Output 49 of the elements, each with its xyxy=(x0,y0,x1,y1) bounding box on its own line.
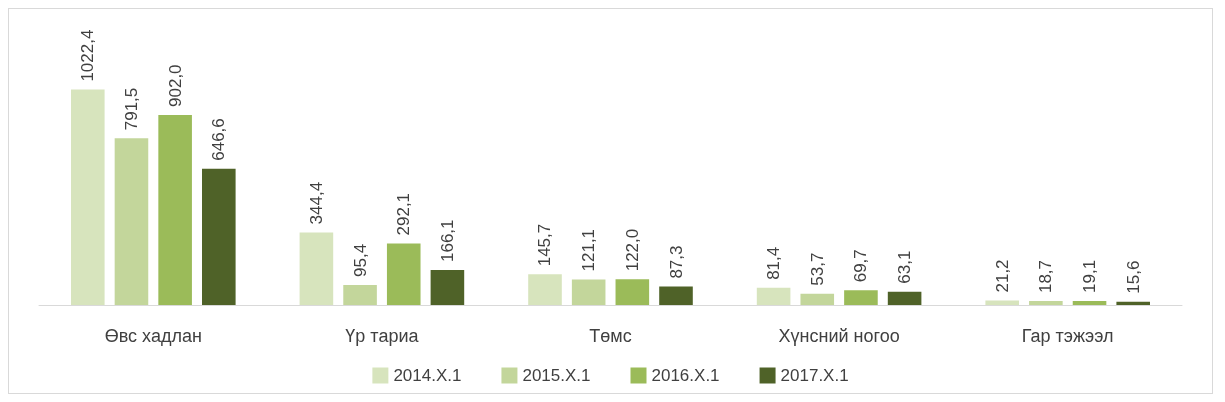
data-label: 69,7 xyxy=(851,249,871,283)
data-label: 121,1 xyxy=(579,228,599,272)
x-tick-label: Өвс хадлан xyxy=(104,326,202,346)
bar xyxy=(571,279,606,305)
bar xyxy=(887,291,922,305)
legend-label: 2014.X.1 xyxy=(393,366,462,385)
bar xyxy=(1029,301,1063,305)
legend-label: 2016.X.1 xyxy=(651,366,720,385)
x-tick-label: Төмс xyxy=(589,326,632,346)
x-tick-label: Гар тэжээл xyxy=(1021,326,1114,346)
data-label: 1022,4 xyxy=(78,29,98,82)
x-tick-label: Үр тариа xyxy=(345,326,420,346)
legend-label: 2017.X.1 xyxy=(780,366,849,385)
data-label: 122,0 xyxy=(622,228,642,272)
bar xyxy=(659,286,693,305)
bar xyxy=(800,293,835,305)
data-label: 53,7 xyxy=(807,252,827,286)
data-label: 21,2 xyxy=(992,259,1012,293)
data-label: 902,0 xyxy=(165,64,185,107)
bar xyxy=(1072,300,1107,305)
bar xyxy=(1116,301,1150,305)
bar xyxy=(202,168,236,305)
data-label: 292,1 xyxy=(394,192,414,236)
bar xyxy=(844,290,878,305)
bar xyxy=(114,138,149,305)
data-label: 63,1 xyxy=(895,250,915,284)
data-label: 15,6 xyxy=(1123,260,1143,294)
bar xyxy=(985,300,1019,305)
data-label: 646,6 xyxy=(209,118,229,161)
data-label: 166,1 xyxy=(437,219,457,263)
bar xyxy=(386,243,421,305)
data-label: 791,5 xyxy=(121,87,141,131)
bar xyxy=(299,232,334,305)
x-tick-label: Хүнсний ногоо xyxy=(778,326,900,346)
data-label: 81,4 xyxy=(764,246,784,280)
bar xyxy=(615,279,650,305)
data-label: 95,4 xyxy=(350,243,370,277)
bar xyxy=(71,89,105,305)
data-label: 145,7 xyxy=(535,223,555,267)
bar xyxy=(158,114,192,305)
bar xyxy=(756,287,791,305)
bar xyxy=(528,274,562,305)
data-label: 87,3 xyxy=(666,245,686,279)
data-label: 344,4 xyxy=(306,181,326,225)
legend-label: 2015.X.1 xyxy=(522,366,591,385)
bar xyxy=(430,270,465,305)
data-label: 18,7 xyxy=(1036,259,1056,294)
bar xyxy=(343,284,377,305)
data-label: 19,1 xyxy=(1080,259,1100,293)
